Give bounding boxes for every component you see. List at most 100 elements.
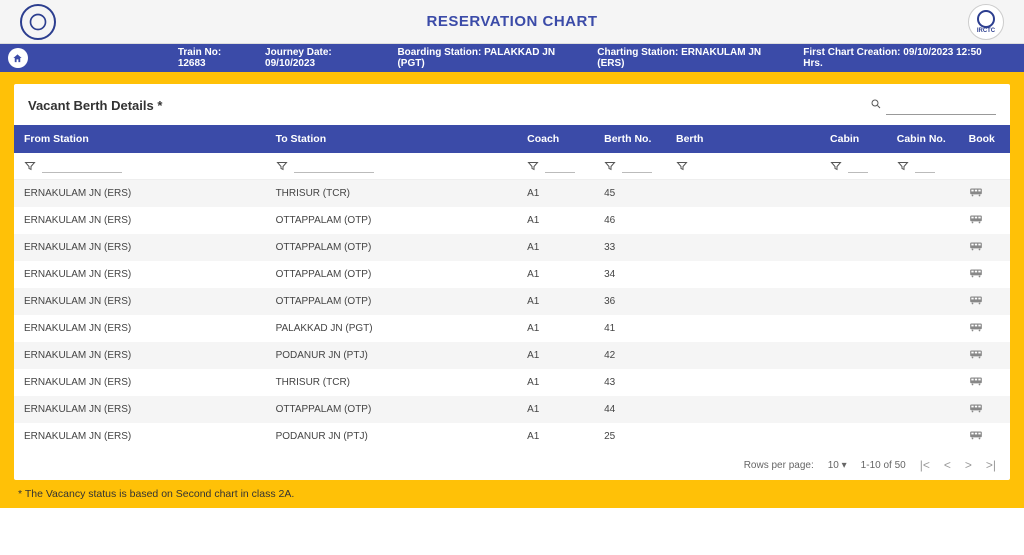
footnote: * The Vacancy status is based on Second … bbox=[14, 480, 1010, 500]
boarding-station: Boarding Station: PALAKKAD JN (PGT) bbox=[397, 47, 583, 69]
filter-icon[interactable] bbox=[830, 160, 842, 172]
cell-from: ERNAKULAM JN (ERS) bbox=[14, 342, 266, 369]
charting-station: Charting Station: ERNAKULAM JN (ERS) bbox=[597, 47, 789, 69]
cell-from: ERNAKULAM JN (ERS) bbox=[14, 207, 266, 234]
page-title: RESERVATION CHART bbox=[426, 13, 597, 30]
cell-berthno: 44 bbox=[594, 396, 666, 423]
cell-berth bbox=[666, 180, 820, 208]
pager: Rows per page: 10 ▾ 1-10 of 50 |< < > >| bbox=[14, 450, 1010, 480]
cell-berthno: 46 bbox=[594, 207, 666, 234]
cell-cabin bbox=[820, 288, 887, 315]
cell-coach: A1 bbox=[517, 369, 594, 396]
cell-coach: A1 bbox=[517, 423, 594, 450]
cell-to: PODANUR JN (PTJ) bbox=[266, 342, 518, 369]
col-header-from[interactable]: From Station bbox=[14, 125, 266, 153]
last-page-button[interactable]: >| bbox=[986, 458, 996, 472]
cell-berthno: 33 bbox=[594, 234, 666, 261]
book-icon[interactable] bbox=[969, 295, 983, 305]
book-icon[interactable] bbox=[969, 430, 983, 440]
next-page-button[interactable]: > bbox=[965, 458, 972, 472]
page-range: 1-10 of 50 bbox=[861, 460, 906, 471]
book-icon[interactable] bbox=[969, 376, 983, 386]
col-header-book[interactable]: Book bbox=[959, 125, 1010, 153]
cell-from: ERNAKULAM JN (ERS) bbox=[14, 288, 266, 315]
search-input[interactable] bbox=[886, 98, 996, 115]
col-header-to[interactable]: To Station bbox=[266, 125, 518, 153]
filter-berthno-input[interactable] bbox=[622, 159, 652, 173]
book-icon[interactable] bbox=[969, 187, 983, 197]
filter-icon[interactable] bbox=[276, 160, 288, 172]
cell-to: OTTAPPALAM (OTP) bbox=[266, 234, 518, 261]
berth-table: From Station To Station Coach Berth No. … bbox=[14, 125, 1010, 450]
cell-cabinno bbox=[887, 423, 959, 450]
first-page-button[interactable]: |< bbox=[920, 458, 930, 472]
cell-from: ERNAKULAM JN (ERS) bbox=[14, 180, 266, 208]
col-header-cabinno[interactable]: Cabin No. bbox=[887, 125, 959, 153]
content-area: Vacant Berth Details * From Station To S… bbox=[0, 72, 1024, 508]
book-icon[interactable] bbox=[969, 214, 983, 224]
home-button[interactable] bbox=[8, 48, 28, 68]
berth-panel: Vacant Berth Details * From Station To S… bbox=[14, 84, 1010, 480]
book-icon[interactable] bbox=[969, 403, 983, 413]
cell-book bbox=[959, 315, 1010, 342]
col-header-berthno[interactable]: Berth No. bbox=[594, 125, 666, 153]
table-row: ERNAKULAM JN (ERS)OTTAPPALAM (OTP)A133 bbox=[14, 234, 1010, 261]
cell-to: PALAKKAD JN (PGT) bbox=[266, 315, 518, 342]
info-bar: Train No: 12683 Journey Date: 09/10/2023… bbox=[0, 44, 1024, 72]
cell-cabinno bbox=[887, 207, 959, 234]
book-icon[interactable] bbox=[969, 241, 983, 251]
cell-cabin bbox=[820, 261, 887, 288]
filter-icon[interactable] bbox=[676, 160, 688, 172]
table-row: ERNAKULAM JN (ERS)THRISUR (TCR)A145 bbox=[14, 180, 1010, 208]
filter-cabinno-input[interactable] bbox=[915, 159, 935, 173]
cell-berth bbox=[666, 342, 820, 369]
cell-book bbox=[959, 342, 1010, 369]
cell-cabinno bbox=[887, 315, 959, 342]
cell-berth bbox=[666, 369, 820, 396]
table-header-row: From Station To Station Coach Berth No. … bbox=[14, 125, 1010, 153]
cell-coach: A1 bbox=[517, 207, 594, 234]
table-row: ERNAKULAM JN (ERS)OTTAPPALAM (OTP)A144 bbox=[14, 396, 1010, 423]
prev-page-button[interactable]: < bbox=[944, 458, 951, 472]
book-icon[interactable] bbox=[969, 349, 983, 359]
cell-cabin bbox=[820, 423, 887, 450]
book-icon[interactable] bbox=[969, 322, 983, 332]
cell-berthno: 45 bbox=[594, 180, 666, 208]
col-header-cabin[interactable]: Cabin bbox=[820, 125, 887, 153]
cell-berthno: 41 bbox=[594, 315, 666, 342]
filter-icon[interactable] bbox=[604, 160, 616, 172]
cell-cabin bbox=[820, 342, 887, 369]
cell-cabinno bbox=[887, 288, 959, 315]
cell-cabin bbox=[820, 207, 887, 234]
cell-book bbox=[959, 261, 1010, 288]
table-row: ERNAKULAM JN (ERS)PALAKKAD JN (PGT)A141 bbox=[14, 315, 1010, 342]
cell-book bbox=[959, 234, 1010, 261]
cell-to: OTTAPPALAM (OTP) bbox=[266, 261, 518, 288]
cell-from: ERNAKULAM JN (ERS) bbox=[14, 369, 266, 396]
cell-coach: A1 bbox=[517, 288, 594, 315]
book-icon[interactable] bbox=[969, 268, 983, 278]
home-icon bbox=[12, 53, 23, 64]
cell-coach: A1 bbox=[517, 315, 594, 342]
cell-from: ERNAKULAM JN (ERS) bbox=[14, 315, 266, 342]
cell-berthno: 36 bbox=[594, 288, 666, 315]
filter-to-input[interactable] bbox=[294, 159, 374, 173]
col-header-coach[interactable]: Coach bbox=[517, 125, 594, 153]
cell-cabinno bbox=[887, 342, 959, 369]
filter-coach-input[interactable] bbox=[545, 159, 575, 173]
cell-book bbox=[959, 180, 1010, 208]
filter-icon[interactable] bbox=[527, 160, 539, 172]
filter-cabin-input[interactable] bbox=[848, 159, 868, 173]
cell-berth bbox=[666, 261, 820, 288]
table-row: ERNAKULAM JN (ERS)OTTAPPALAM (OTP)A134 bbox=[14, 261, 1010, 288]
col-header-berth[interactable]: Berth bbox=[666, 125, 820, 153]
top-header: RESERVATION CHART IRCTC bbox=[0, 0, 1024, 44]
filter-from-input[interactable] bbox=[42, 159, 122, 173]
rows-per-page-select[interactable]: 10 ▾ bbox=[828, 460, 847, 471]
filter-icon[interactable] bbox=[897, 160, 909, 172]
cell-cabinno bbox=[887, 234, 959, 261]
panel-header: Vacant Berth Details * bbox=[14, 84, 1010, 125]
panel-title: Vacant Berth Details * bbox=[28, 98, 162, 113]
filter-icon[interactable] bbox=[24, 160, 36, 172]
cell-book bbox=[959, 423, 1010, 450]
